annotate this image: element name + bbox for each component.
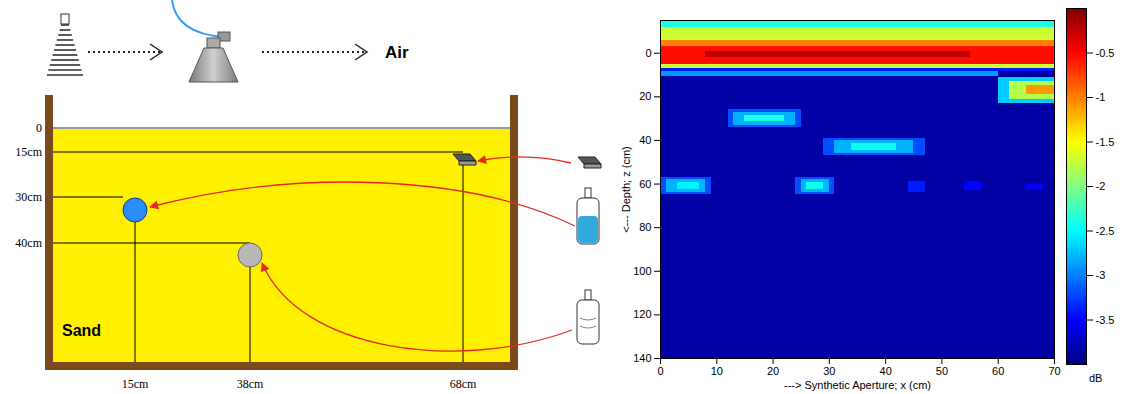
html-text:dB: dB bbox=[1089, 372, 1103, 384]
svg-text:20: 20 bbox=[639, 90, 651, 102]
svg-text:20: 20 bbox=[767, 365, 779, 377]
svg-text:70: 70 bbox=[1048, 365, 1060, 377]
svg-text:---> Synthetic Aperture; x (cm: ---> Synthetic Aperture; x (cm) bbox=[784, 379, 931, 391]
svg-text:40cm: 40cm bbox=[15, 236, 42, 250]
svg-text:-3: -3 bbox=[1096, 269, 1106, 281]
svg-text:0: 0 bbox=[657, 365, 663, 377]
svg-text:<--- Depth; z (cm): <--- Depth; z (cm) bbox=[620, 146, 632, 232]
svg-text:68cm: 68cm bbox=[450, 377, 477, 391]
svg-text:100: 100 bbox=[633, 265, 651, 277]
svg-text:-1: -1 bbox=[1096, 91, 1106, 103]
svg-text:15cm: 15cm bbox=[122, 377, 149, 391]
svg-text:120: 120 bbox=[633, 308, 651, 320]
svg-text:-0.5: -0.5 bbox=[1096, 47, 1115, 59]
svg-text:Air: Air bbox=[385, 43, 409, 62]
svg-text:30: 30 bbox=[823, 365, 835, 377]
svg-text:50: 50 bbox=[936, 365, 948, 377]
svg-text:15cm: 15cm bbox=[15, 145, 42, 159]
svg-text:60: 60 bbox=[639, 178, 651, 190]
svg-text:30cm: 30cm bbox=[15, 190, 42, 204]
svg-text:38cm: 38cm bbox=[237, 377, 264, 391]
svg-text:-2.5: -2.5 bbox=[1096, 225, 1115, 237]
svg-text:80: 80 bbox=[639, 221, 651, 233]
svg-text:0: 0 bbox=[36, 121, 42, 135]
svg-text:140: 140 bbox=[633, 352, 651, 364]
svg-text:Sand: Sand bbox=[62, 322, 101, 339]
svg-text:-1.5: -1.5 bbox=[1096, 136, 1115, 148]
svg-text:0: 0 bbox=[645, 47, 651, 59]
svg-text:-3.5: -3.5 bbox=[1096, 314, 1115, 326]
svg-text:10: 10 bbox=[711, 365, 723, 377]
svg-text:60: 60 bbox=[992, 365, 1004, 377]
svg-text:-2: -2 bbox=[1096, 180, 1106, 192]
svg-text:40: 40 bbox=[639, 134, 651, 146]
svg-text:40: 40 bbox=[880, 365, 892, 377]
